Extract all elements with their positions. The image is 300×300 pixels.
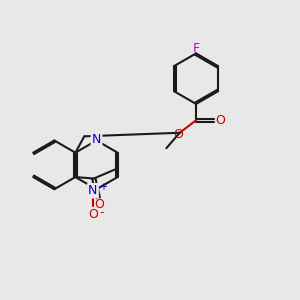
Text: O: O: [94, 198, 104, 211]
Text: O: O: [173, 128, 183, 141]
Text: N: N: [92, 133, 101, 146]
Text: +: +: [99, 182, 107, 192]
Text: O: O: [88, 208, 98, 221]
Text: -: -: [100, 206, 104, 220]
Text: N: N: [88, 184, 98, 197]
Text: O: O: [215, 114, 225, 127]
Text: F: F: [193, 42, 200, 55]
